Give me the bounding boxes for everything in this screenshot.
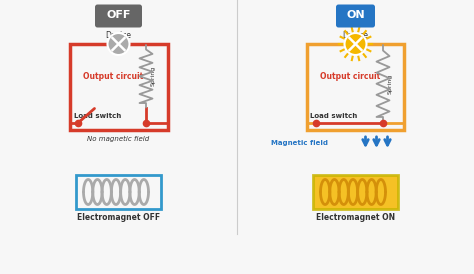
FancyBboxPatch shape (336, 4, 375, 27)
Bar (76, 175, 161, 209)
Text: ON: ON (346, 10, 365, 21)
Text: No magnetic field: No magnetic field (87, 136, 150, 142)
Text: Spring: Spring (388, 74, 393, 94)
Bar (307, 44, 404, 130)
Text: Electromagnet ON: Electromagnet ON (316, 213, 395, 221)
Text: Magnetic field: Magnetic field (271, 139, 328, 145)
Text: Output circuit: Output circuit (320, 72, 381, 81)
Bar (70, 44, 167, 130)
Text: Electromagnet OFF: Electromagnet OFF (77, 213, 160, 221)
Text: OFF: OFF (106, 10, 131, 21)
Text: Device: Device (343, 30, 368, 39)
Bar (313, 175, 398, 209)
FancyBboxPatch shape (95, 4, 142, 27)
Circle shape (108, 33, 129, 55)
Text: Device: Device (106, 30, 131, 39)
Circle shape (345, 33, 366, 55)
Text: Spring: Spring (151, 66, 156, 86)
Text: Output circuit: Output circuit (83, 72, 144, 81)
Text: Load switch: Load switch (73, 113, 121, 119)
Text: Load switch: Load switch (310, 113, 358, 119)
